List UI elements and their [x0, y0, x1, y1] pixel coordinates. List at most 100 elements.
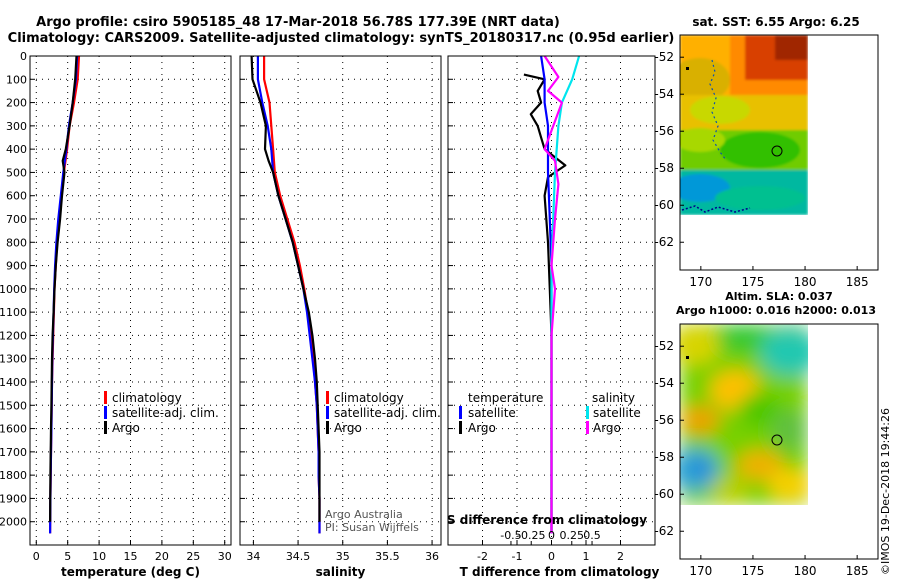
x-tick-label: 25	[186, 550, 200, 563]
map-x-tick-label: 175	[741, 564, 764, 578]
legend-label-s-satellite: satellite	[593, 406, 641, 420]
x-tick-label: 5	[64, 550, 71, 563]
legend-swatch-s-argo	[586, 421, 589, 434]
x-tick-label: 2	[617, 550, 624, 563]
x-tick-label: 1	[583, 550, 590, 563]
y-tick-label: 2000	[0, 516, 27, 529]
map-y-tick-label: -54	[654, 376, 674, 390]
sla-map-title-1: Altim. SLA: 0.037	[725, 290, 832, 303]
y-tick-label: 1500	[0, 399, 27, 412]
top-axis-tick-label: -0.25	[517, 529, 545, 542]
x-axis-label: salinity	[316, 565, 366, 579]
sla-field	[680, 324, 808, 505]
map-y-tick-label: -60	[654, 487, 674, 501]
annotation-line-1: Argo Australia	[325, 508, 403, 521]
y-tick-label: 100	[6, 73, 27, 86]
difference-legend: temperature salinity satellite Argo sate…	[447, 391, 647, 527]
sla-map: Altim. SLA: 0.037 Argo h1000: 0.016 h200…	[654, 290, 879, 578]
map-y-tick-label: -58	[654, 450, 674, 464]
legend-swatch-satellite	[326, 406, 329, 419]
map-y-tick-label: -52	[654, 50, 674, 64]
x-tick-label: 10	[92, 550, 106, 563]
legend-label-argo: Argo	[112, 421, 140, 435]
x-tick-label: 34.5	[286, 550, 311, 563]
x-tick-label: 20	[155, 550, 169, 563]
y-tick-label: 300	[6, 120, 27, 133]
y-tick-label: 1600	[0, 423, 27, 436]
imos-credit: ©IMOS 19-Dec-2018 19:44:26	[879, 408, 892, 575]
difference-panel: -2 -1 0 1 2 -0.5-0.25 0 0.25 0.5 T difference fro…	[447, 55, 660, 579]
map-y-tick-label: -52	[654, 339, 674, 353]
salinity-legend: climatology satellite-adj. clim. Argo Ar…	[325, 391, 441, 534]
x-tick-label: 35	[336, 550, 350, 563]
sla-map-frame	[679, 323, 879, 560]
y-tick-label: 1100	[0, 306, 27, 319]
x-tick-label: 0	[33, 550, 40, 563]
map-x-tick-label: 185	[846, 564, 869, 578]
salinity-panel: 34 34.5 35 35.5 36 salinity	[239, 55, 442, 579]
map-x-tick-label: 180	[794, 564, 817, 578]
legend-label-s-argo: Argo	[593, 421, 621, 435]
y-tick-label: 1900	[0, 492, 27, 505]
top-axis-tick-label: 0	[548, 529, 555, 542]
legend-swatch-climatology	[104, 391, 107, 404]
legend-swatch-satellite	[104, 406, 107, 419]
legend-label-climatology: climatology	[112, 391, 182, 405]
map-y-tick-label: -58	[654, 161, 674, 175]
legend-swatch-t-satellite	[459, 406, 462, 419]
y-tick-label: 1300	[0, 353, 27, 366]
sst-map-title: sat. SST: 6.55 Argo: 6.25	[692, 15, 859, 29]
y-tick-label: 500	[6, 166, 27, 179]
x-tick-label: 36	[425, 550, 439, 563]
map-x-tick-label: 170	[689, 275, 712, 289]
x-axis-label: T difference from climatology	[460, 565, 660, 579]
annotation-line-2: PI: Susan Wijffels	[325, 521, 419, 534]
legend-label-argo: Argo	[334, 421, 362, 435]
map-y-tick-label: -60	[654, 198, 674, 212]
legend-swatch-climatology	[326, 391, 329, 404]
plot-frame	[29, 55, 232, 546]
x-tick-label: 0	[548, 550, 555, 563]
s-difference-axis-label: S difference from climatology	[447, 513, 647, 527]
plot-frame	[239, 55, 442, 546]
x-tick-label: -1	[512, 550, 523, 563]
profile-location-marker	[771, 145, 783, 157]
top-axis-tick-label: 0.5	[583, 529, 601, 542]
x-tick-label: 35.5	[375, 550, 400, 563]
sla-map-title-2: Argo h1000: 0.016 h2000: 0.013	[676, 304, 876, 317]
y-tick-label: 0	[20, 50, 27, 63]
y-tick-label: 1400	[0, 376, 27, 389]
map-y-tick-label: -62	[654, 235, 674, 249]
y-tick-label: 900	[6, 260, 27, 273]
map-y-tick-label: -56	[654, 124, 674, 138]
top-axis-tick-label: 0.25	[560, 529, 585, 542]
legend-label-t-argo: Argo	[468, 421, 496, 435]
x-tick-label: 30	[218, 550, 232, 563]
map-x-tick-label: 185	[846, 275, 869, 289]
series-line-satellite-adj-clim-	[256, 56, 321, 534]
legend-label-climatology: climatology	[334, 391, 404, 405]
legend-label-satellite: satellite-adj. clim.	[334, 406, 441, 420]
temperature-legend: climatology satellite-adj. clim. Argo	[104, 391, 219, 435]
x-tick-label: -2	[477, 550, 488, 563]
legend-header-temperature: temperature	[468, 391, 543, 405]
profile-location-marker	[771, 434, 783, 446]
x-tick-label: 34	[246, 550, 260, 563]
legend-label-t-satellite: satellite	[468, 406, 516, 420]
map-x-tick-label: 170	[689, 564, 712, 578]
top-axis-tick-label: -0.5	[500, 529, 521, 542]
legend-header-salinity: salinity	[592, 391, 635, 405]
series-line-s-argo-clim	[543, 55, 564, 534]
map-y-tick-label: -56	[654, 413, 674, 427]
y-tick-label: 200	[6, 97, 27, 110]
x-axis-label: temperature (deg C)	[61, 565, 200, 579]
series-line-t-argo-clim	[523, 73, 567, 534]
y-tick-label: 800	[6, 236, 27, 249]
map-y-tick-label: -54	[654, 87, 674, 101]
series-line-argo	[250, 55, 321, 522]
series-line-argo	[49, 55, 78, 522]
y-tick-label: 1000	[0, 283, 27, 296]
x-tick-label: 15	[124, 550, 138, 563]
title-line-2: Climatology: CARS2009. Satellite-adjuste…	[8, 31, 675, 46]
